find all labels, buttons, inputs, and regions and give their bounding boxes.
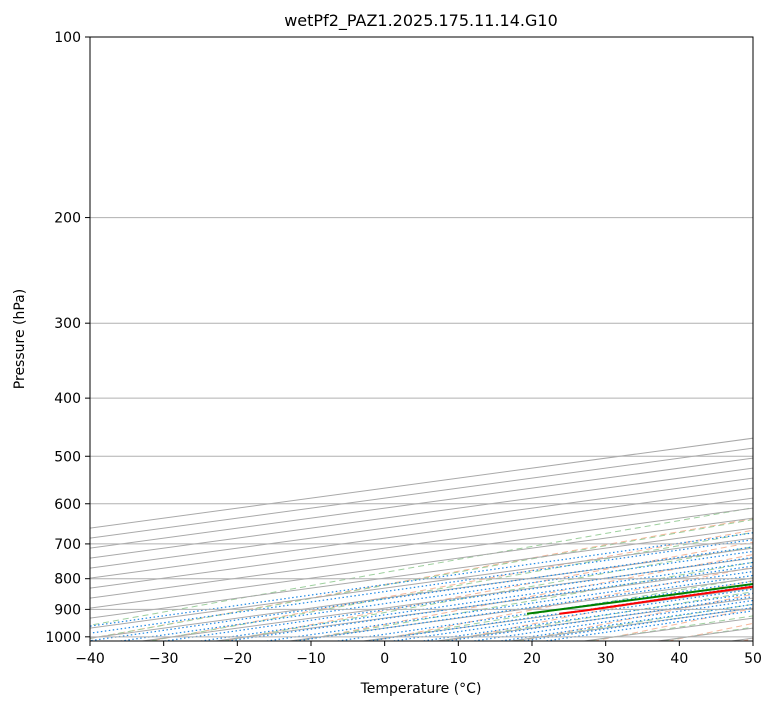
- isotherm-line: [90, 487, 753, 579]
- y-tick-label: 100: [54, 30, 81, 46]
- mixing-ratio-line: [160, 556, 753, 641]
- isotherm-line: [90, 477, 753, 569]
- mixing-ratio-line: [262, 570, 753, 641]
- isotherm-line: [90, 517, 753, 609]
- y-axis-title: Pressure (hPa): [12, 289, 28, 389]
- isotherm-line: [90, 527, 753, 619]
- y-tick-label: 700: [54, 537, 81, 553]
- moist-adiabat-line: [438, 591, 753, 641]
- mixing-ratio-line: [223, 565, 753, 641]
- moist-adiabat-line: [147, 531, 753, 641]
- isotherm-line: [90, 467, 753, 559]
- x-tick-label: −40: [75, 651, 105, 667]
- isotherm-line: [90, 537, 753, 629]
- moist-adiabat-line: [292, 561, 753, 641]
- plot-area: -100-90-80-70-60-50-40-30-20-10010203040…: [90, 37, 753, 641]
- x-tick-label: 40: [670, 651, 688, 667]
- isotherm-lines: [90, 437, 753, 641]
- y-axis: 100 200 300 400 500 600 700 800 900 1000: [45, 30, 90, 646]
- y-tick-label: 800: [54, 572, 81, 588]
- pressure-gridlines: [90, 37, 753, 638]
- y-tick-label: 400: [54, 391, 81, 407]
- y-tick-label: 300: [54, 316, 81, 332]
- y-tick-label: 1000: [45, 630, 81, 646]
- y-tick-label: 500: [54, 449, 81, 465]
- mixing-ratio-line: [197, 561, 753, 641]
- dry-adiabat-line: [90, 518, 753, 640]
- dry-adiabat-line: [370, 566, 753, 641]
- x-tick-label: 0: [380, 651, 389, 667]
- mixing-ratio-line: [90, 546, 753, 641]
- x-tick-label: 20: [523, 651, 541, 667]
- isotherm-line: [90, 457, 753, 549]
- x-axis-title: Temperature (°C): [360, 681, 482, 697]
- x-tick-label: −20: [223, 651, 253, 667]
- x-tick-label: −10: [296, 651, 326, 667]
- dry-adiabat-line: [148, 529, 753, 641]
- moist-adiabat-line: [220, 546, 753, 641]
- x-tick-label: −30: [149, 651, 179, 667]
- y-tick-label: 900: [54, 602, 81, 618]
- x-axis: −40 −30 −20 −10 0 10 20 30 40 50: [75, 641, 762, 667]
- chart-title: wetPf2_PAZ1.2025.175.11.14.G10: [284, 11, 558, 31]
- y-tick-label: 200: [54, 211, 81, 227]
- mixing-ratio-line: [116, 550, 753, 641]
- dry-adiabat-line: [296, 554, 753, 641]
- x-tick-label: 50: [744, 651, 762, 667]
- isotherm-line: [90, 507, 753, 599]
- mixing-ratio-line: [291, 574, 753, 641]
- y-tick-label: 600: [54, 497, 81, 513]
- x-tick-label: 10: [449, 651, 467, 667]
- x-tick-label: 30: [597, 651, 615, 667]
- plot-frame: [89, 36, 754, 642]
- isotherm-line: [90, 497, 753, 589]
